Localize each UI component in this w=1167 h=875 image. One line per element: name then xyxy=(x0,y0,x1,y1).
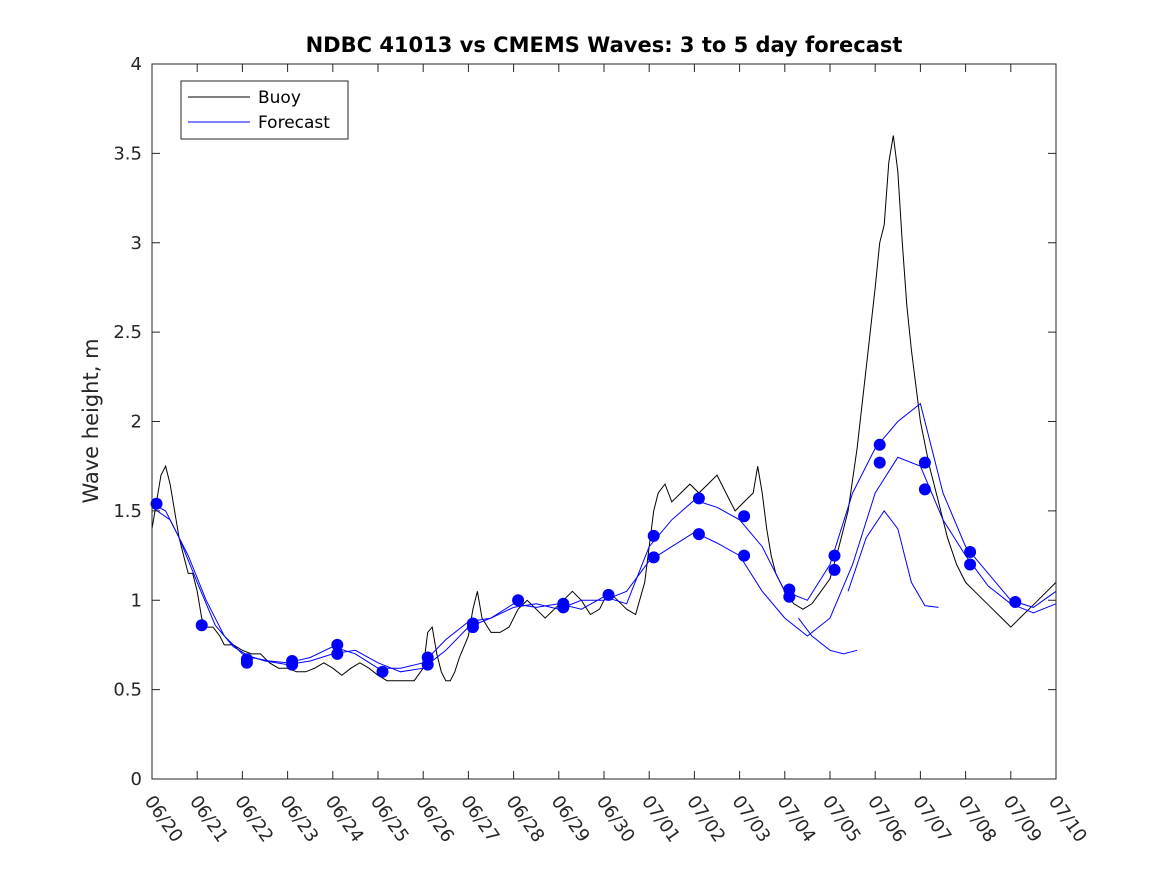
forecast-marker xyxy=(602,588,615,601)
legend: Buoy Forecast xyxy=(180,80,349,140)
forecast-marker xyxy=(783,590,796,603)
chart-title: NDBC 41013 vs CMEMS Waves: 3 to 5 day fo… xyxy=(306,33,903,57)
y-tick-label: 2.5 xyxy=(113,322,142,343)
legend-forecast-label: Forecast xyxy=(258,113,330,133)
forecast-marker xyxy=(331,647,344,660)
y-tick-label: 1 xyxy=(131,590,142,611)
legend-buoy-label: Buoy xyxy=(258,88,301,108)
forecast-marker xyxy=(828,563,841,576)
plot-area xyxy=(152,64,1056,779)
forecast-marker xyxy=(557,601,570,614)
forecast-marker xyxy=(964,546,977,558)
forecast-marker xyxy=(331,638,344,651)
forecast-marker xyxy=(421,658,434,671)
markers-layer xyxy=(150,438,1022,678)
forecast-marker xyxy=(828,549,841,562)
y-tick-label: 3 xyxy=(131,233,142,254)
forecast-marker xyxy=(512,594,525,607)
forecast-series-line-2 xyxy=(151,456,1057,673)
forecast-marker xyxy=(195,619,208,632)
forecast-marker xyxy=(873,438,886,451)
forecast-marker xyxy=(376,665,389,678)
forecast-series-line-1 xyxy=(151,402,1057,669)
y-tick-label: 1.5 xyxy=(113,501,142,522)
forecast-marker xyxy=(738,549,751,562)
y-axis-label: Wave height, m xyxy=(79,338,103,503)
y-tick-label: 4 xyxy=(131,54,142,75)
forecast-marker xyxy=(1009,596,1022,608)
y-tick-label: 0.5 xyxy=(113,680,142,701)
forecast-series-line-3 xyxy=(798,617,858,655)
y-axis-ticks: 0 0.5 1 1.5 2 2.5 3 3.5 4 xyxy=(113,54,1056,790)
forecast-series-line-4 xyxy=(847,510,939,608)
forecast-marker xyxy=(466,621,479,634)
forecast-marker xyxy=(286,658,299,671)
forecast-marker xyxy=(240,656,253,669)
forecast-marker xyxy=(738,510,751,523)
forecast-marker xyxy=(692,528,705,541)
y-tick-label: 0 xyxy=(131,769,142,790)
forecast-marker xyxy=(150,497,163,510)
forecast-marker xyxy=(918,456,931,469)
series-layer xyxy=(151,135,1057,682)
forecast-marker xyxy=(918,483,931,496)
y-tick-label: 3.5 xyxy=(113,143,142,164)
forecast-marker xyxy=(647,529,660,542)
forecast-marker xyxy=(964,558,977,571)
forecast-marker xyxy=(692,492,705,505)
legend-box xyxy=(180,80,349,140)
y-tick-label: 2 xyxy=(131,412,142,433)
forecast-marker xyxy=(647,551,660,564)
forecast-marker xyxy=(873,456,886,469)
